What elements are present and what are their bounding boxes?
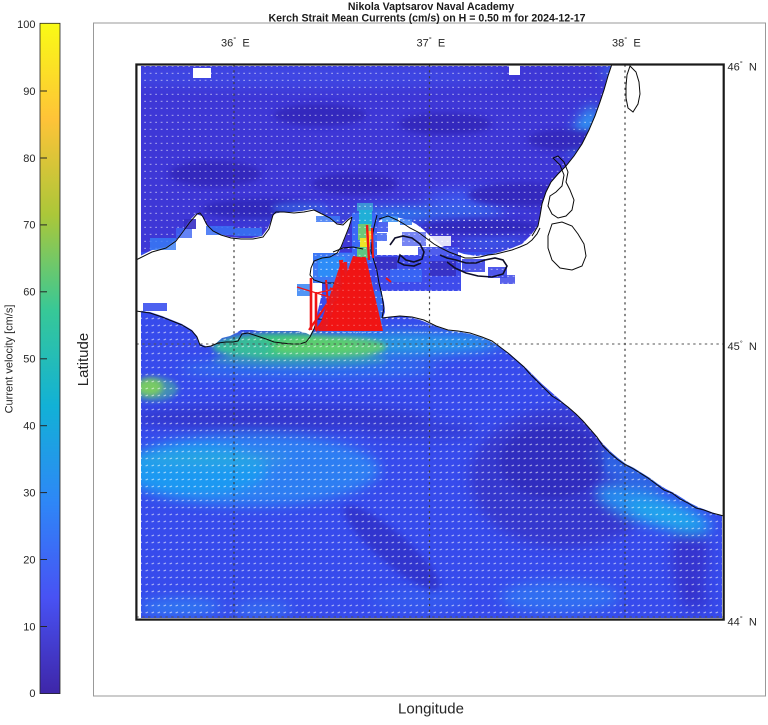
svg-text:40: 40: [23, 421, 35, 433]
svg-text:0: 0: [29, 688, 35, 700]
svg-text:80: 80: [23, 153, 35, 165]
svg-text:Current velocity [cm/s]: Current velocity [cm/s]: [4, 305, 16, 414]
svg-text:100: 100: [17, 19, 35, 31]
svg-text:Nikola Vaptsarov Naval Academy: Nikola Vaptsarov Naval Academy: [348, 1, 514, 13]
svg-text:70: 70: [23, 220, 35, 232]
svg-text:30: 30: [23, 487, 35, 499]
svg-text:Latitude: Latitude: [75, 333, 92, 386]
svg-text:45° N: 45° N: [728, 339, 757, 354]
svg-text:50: 50: [23, 354, 35, 366]
svg-text:44° N: 44° N: [728, 614, 757, 629]
svg-text:38° E: 38° E: [612, 35, 641, 50]
svg-text:20: 20: [23, 554, 35, 566]
svg-text:37° E: 37° E: [417, 35, 446, 50]
svg-text:10: 10: [23, 621, 35, 633]
svg-text:Longitude: Longitude: [398, 701, 464, 718]
svg-text:90: 90: [23, 86, 35, 98]
svg-text:60: 60: [23, 287, 35, 299]
svg-text:46° N: 46° N: [728, 59, 757, 74]
svg-text:36° E: 36° E: [221, 35, 250, 50]
svg-text:Kerch Strait Mean Currents (cm: Kerch Strait Mean Currents (cm/s) on H =…: [268, 13, 585, 25]
